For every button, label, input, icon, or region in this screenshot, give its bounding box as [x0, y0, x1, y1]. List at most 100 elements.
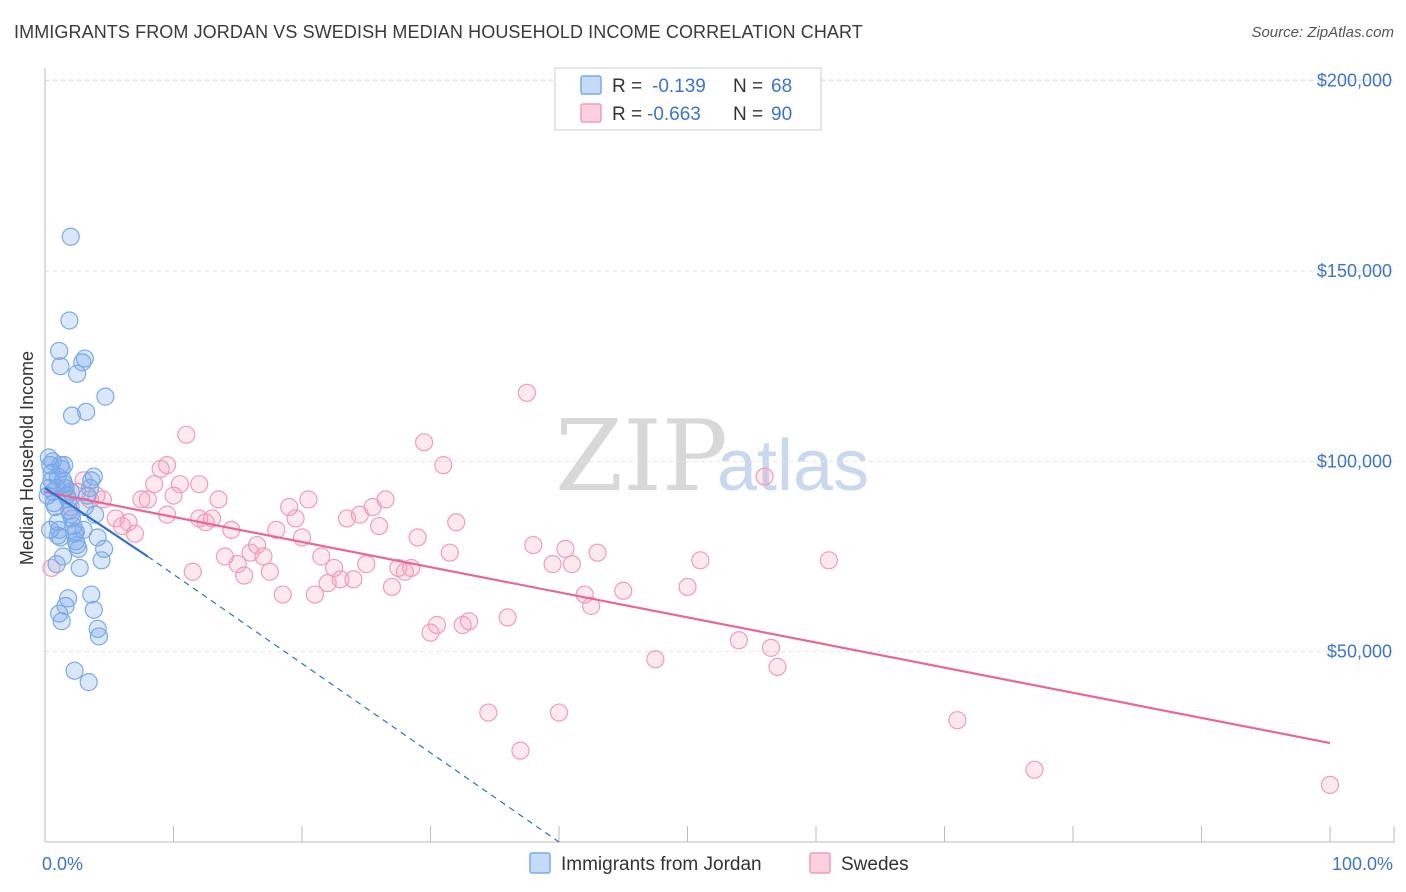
point-swedes: [498, 608, 517, 627]
point-swedes: [164, 486, 183, 505]
point-swedes: [440, 543, 459, 562]
point-jordan: [88, 528, 107, 547]
trend-line-jordan-extension: [147, 556, 560, 843]
point-swedes: [768, 657, 787, 676]
point-swedes: [260, 562, 279, 581]
point-swedes: [273, 585, 292, 604]
point-jordan: [95, 539, 114, 558]
point-swedes: [254, 547, 273, 566]
point-jordan: [82, 585, 101, 604]
point-jordan: [62, 406, 82, 425]
point-swedes: [543, 555, 562, 574]
point-swedes: [305, 585, 324, 604]
point-swedes: [145, 475, 164, 494]
point-jordan: [92, 551, 111, 570]
point-swedes: [331, 570, 350, 589]
point-swedes: [414, 433, 434, 452]
point-swedes: [170, 475, 190, 494]
bottom-legend: Immigrants from Jordan Swedes: [529, 852, 909, 875]
point-swedes: [729, 631, 749, 650]
x-tick-label: 100.0%: [1332, 854, 1393, 874]
point-jordan: [55, 456, 74, 475]
point-swedes: [948, 711, 967, 730]
point-swedes: [286, 509, 305, 528]
point-swedes: [247, 535, 267, 555]
point-swedes: [267, 520, 286, 539]
point-swedes: [299, 490, 318, 509]
point-swedes: [344, 570, 363, 589]
trend-line-swedes: [44, 490, 1331, 745]
y-tick-label: $200,000: [1317, 71, 1392, 91]
point-swedes: [549, 703, 569, 722]
x-tick-labels: 0.0% 100.0%: [42, 854, 1393, 874]
point-swedes: [1320, 775, 1340, 795]
point-swedes: [280, 497, 299, 517]
watermark-atlas: atlas: [717, 426, 869, 506]
point-jordan: [47, 555, 66, 574]
legend-r-label-jordan: R =: [612, 76, 642, 97]
point-swedes: [74, 471, 93, 490]
point-swedes: [1025, 760, 1044, 779]
point-jordan: [68, 364, 87, 383]
legend-n-value-jordan: 68: [771, 76, 792, 97]
point-swedes: [228, 555, 247, 574]
legend-n-value-swedes: 90: [771, 104, 792, 125]
x-tick-label: 0.0%: [42, 854, 83, 874]
point-swedes: [325, 558, 344, 578]
point-swedes: [370, 516, 389, 536]
point-jordan: [80, 478, 100, 498]
point-swedes: [434, 456, 453, 475]
legend-r-value-jordan: -0.139: [652, 76, 706, 97]
point-jordan: [70, 558, 89, 578]
trend-line-jordan: [44, 487, 149, 558]
point-jordan: [75, 349, 94, 368]
trend-lines: [44, 487, 1331, 843]
point-jordan: [53, 547, 73, 566]
point-jordan: [41, 520, 60, 539]
point-swedes: [157, 456, 177, 475]
legend-swatch-jordan: [580, 75, 602, 95]
legend-r-value-swedes: -0.663: [647, 104, 701, 125]
point-jordan: [89, 627, 109, 646]
point-jordan: [60, 311, 79, 330]
point-jordan: [65, 661, 84, 680]
point-jordan: [66, 522, 85, 541]
point-swedes: [382, 577, 402, 597]
point-swedes: [357, 555, 376, 574]
axes: [44, 68, 1395, 843]
point-swedes: [459, 612, 479, 631]
point-swedes: [132, 490, 151, 509]
bottom-legend-swatch-jordan: [529, 852, 551, 874]
point-jordan: [84, 600, 103, 619]
watermark: ZIP atlas: [555, 400, 869, 514]
y-tick-labels: $50,000 $100,000 $150,000 $200,000: [1317, 71, 1392, 662]
point-jordan: [88, 619, 107, 638]
source-label: Source: ZipAtlas.com: [1251, 24, 1394, 41]
point-jordan: [84, 467, 103, 486]
point-swedes: [421, 623, 440, 642]
point-swedes: [755, 467, 774, 486]
point-swedes: [646, 650, 665, 669]
point-swedes: [235, 566, 254, 585]
y-tick-label: $50,000: [1327, 642, 1392, 662]
point-swedes: [588, 543, 607, 562]
point-swedes: [138, 490, 157, 509]
point-swedes: [408, 528, 427, 547]
point-swedes: [614, 581, 633, 600]
point-swedes: [177, 425, 196, 444]
point-swedes: [112, 516, 132, 536]
point-swedes: [190, 475, 209, 494]
bottom-legend-swatch-swedes: [809, 852, 831, 874]
bottom-legend-label-jordan: Immigrants from Jordan: [561, 854, 762, 875]
point-swedes: [556, 539, 575, 558]
point-swedes: [479, 703, 498, 722]
legend: R = -0.139 N = 68 R = -0.663 N = 90: [554, 67, 822, 131]
point-swedes: [691, 551, 710, 570]
point-swedes: [312, 547, 331, 566]
point-jordan: [79, 673, 98, 692]
point-swedes: [678, 577, 697, 597]
point-swedes: [209, 490, 228, 509]
watermark-zip: ZIP: [555, 400, 728, 514]
point-jordan: [69, 539, 88, 558]
